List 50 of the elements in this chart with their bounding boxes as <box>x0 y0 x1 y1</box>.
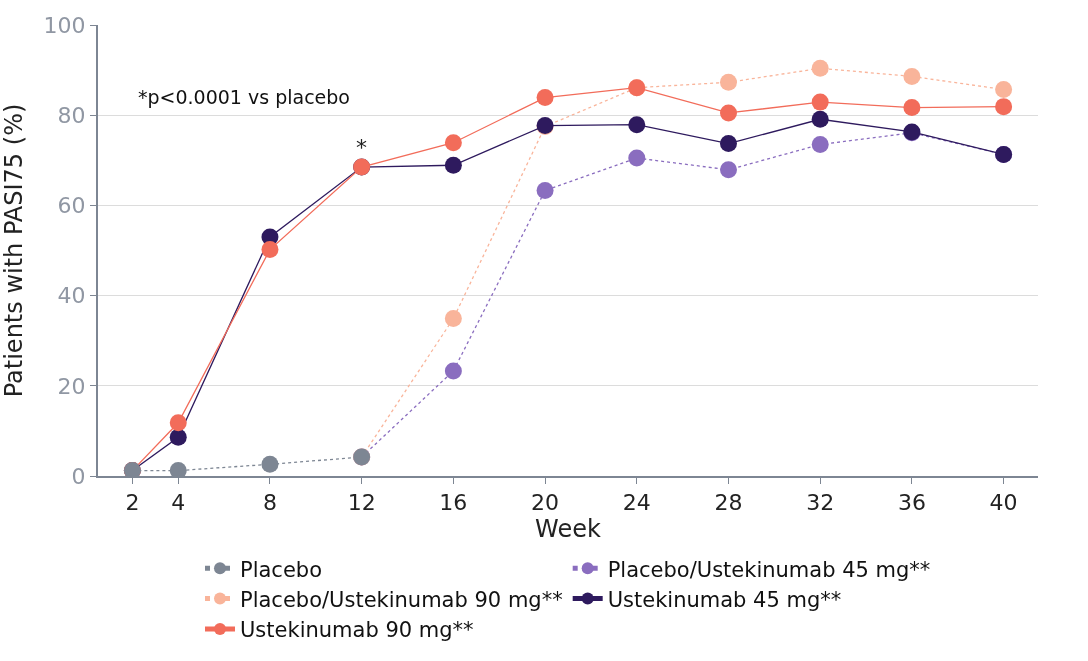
point <box>720 73 737 91</box>
y-tick-label: 60 <box>57 193 86 219</box>
point <box>444 310 462 328</box>
y-tick-label: 40 <box>57 283 86 309</box>
point <box>720 135 737 153</box>
legend-label: Ustekinumab 45 mg** <box>607 587 842 612</box>
point <box>169 414 187 432</box>
x-tick-label: 2 <box>125 490 140 516</box>
point <box>995 80 1013 98</box>
legend-label: Ustekinumab 90 mg** <box>240 618 474 643</box>
point <box>536 182 554 200</box>
x-tick-label: 28 <box>714 490 743 516</box>
point <box>903 99 921 117</box>
point <box>811 93 829 111</box>
annotation: * <box>356 135 367 160</box>
x-axis-title: Week <box>535 515 601 544</box>
y-tick-label: 20 <box>57 373 86 399</box>
point <box>811 59 829 77</box>
point <box>995 98 1013 116</box>
x-tick-label: 12 <box>347 490 376 516</box>
point <box>444 156 462 174</box>
point <box>261 455 279 473</box>
point <box>444 134 462 152</box>
y-axis-title: Patients with PASI75 (%) <box>0 103 28 398</box>
legend-label: Placebo <box>240 557 323 582</box>
y-tick-label: 80 <box>57 102 86 128</box>
x-tick-label: 8 <box>262 490 277 516</box>
x-tick-label: 4 <box>171 490 186 516</box>
point <box>444 362 462 380</box>
y-tick-label: 100 <box>43 12 86 38</box>
point <box>536 89 554 107</box>
annotation: *p<0.0001 vs placebo <box>138 86 350 108</box>
legend-label: Placebo/Ustekinumab 45 mg** <box>607 557 931 582</box>
point <box>903 67 921 85</box>
point <box>261 241 279 259</box>
point <box>811 110 829 128</box>
point <box>720 161 737 179</box>
x-tick-label: 24 <box>622 490 651 516</box>
x-tick-label: 32 <box>806 490 835 516</box>
point <box>628 116 646 134</box>
x-tick-label: 40 <box>989 490 1018 516</box>
point <box>628 149 646 167</box>
point <box>169 428 187 446</box>
point <box>811 136 829 154</box>
legend-label: Placebo/Ustekinumab 90 mg** <box>240 587 563 612</box>
x-tick-label: 36 <box>897 490 926 516</box>
x-tick-label: 20 <box>531 490 560 516</box>
y-tick-label: 0 <box>71 463 86 489</box>
point <box>720 104 737 122</box>
x-tick-label: 16 <box>439 490 468 516</box>
